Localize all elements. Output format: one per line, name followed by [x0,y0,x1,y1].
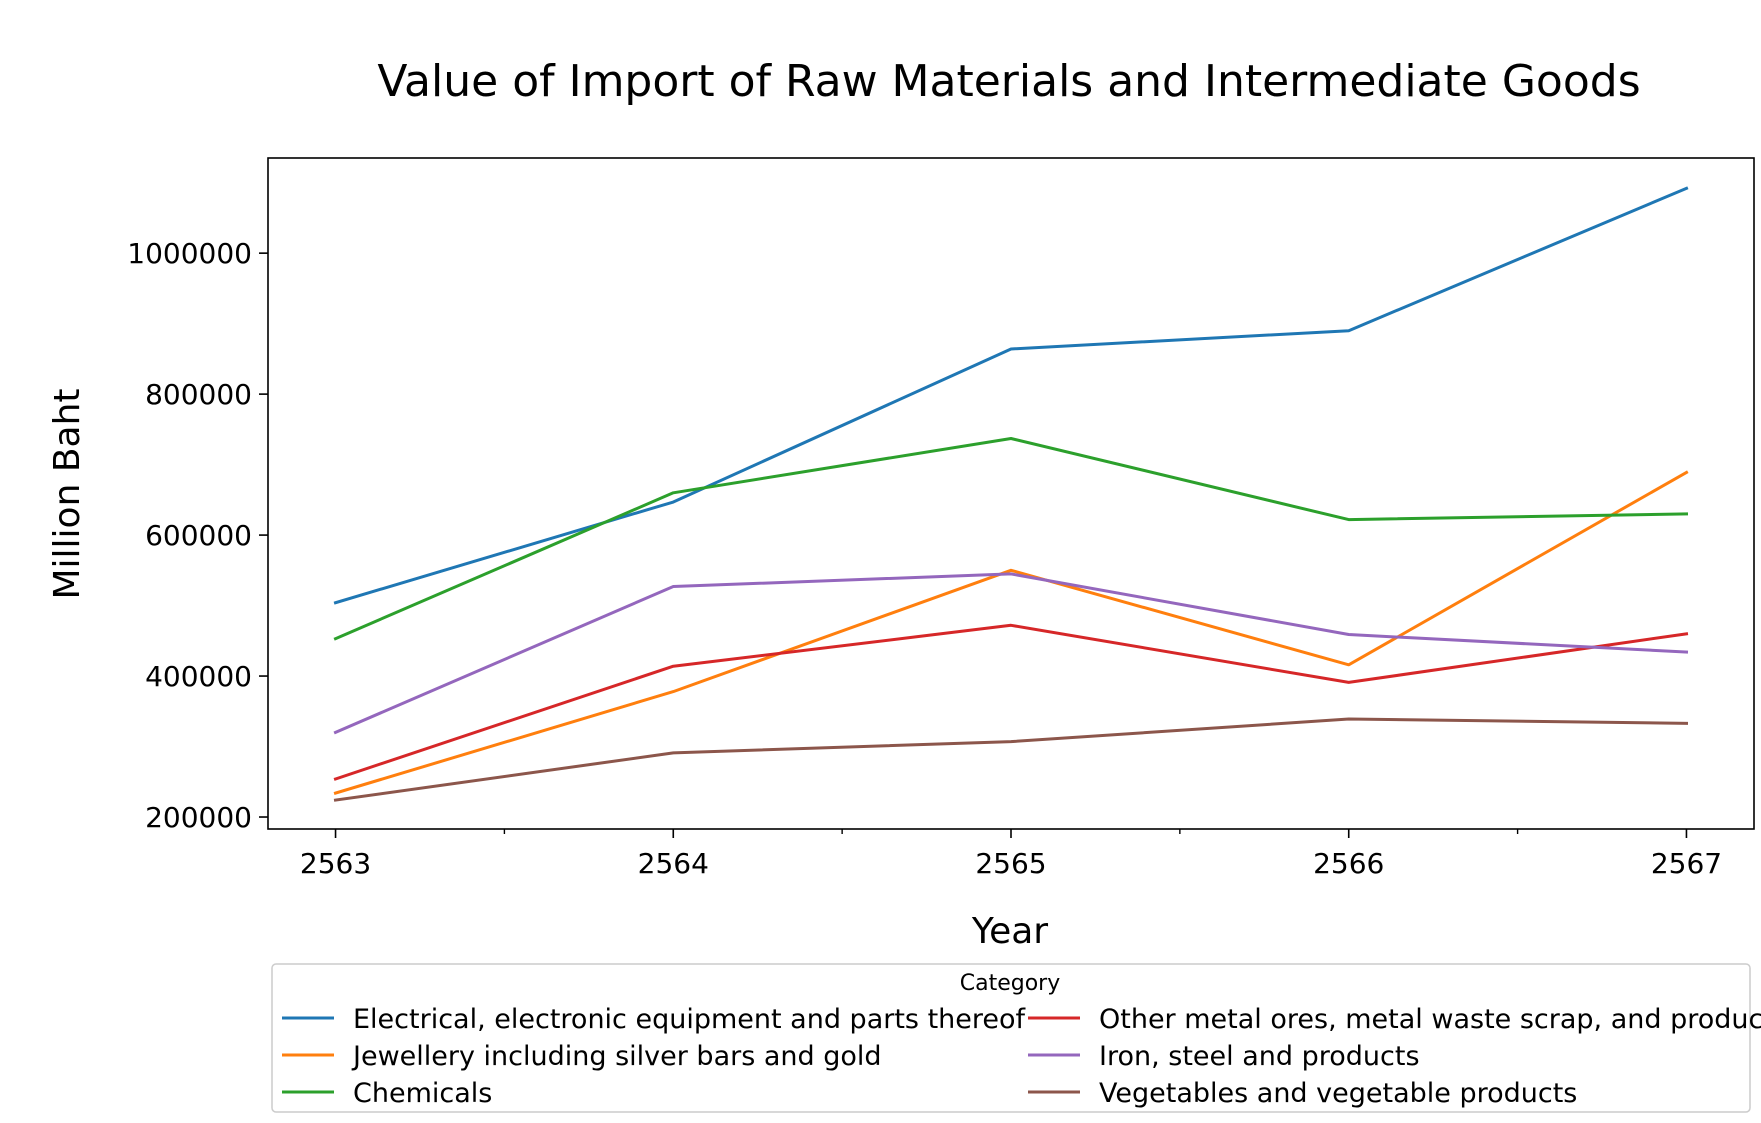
y-tick-label: 600000 [145,519,252,552]
series-line-0 [333,186,1689,605]
legend-title: Category [960,971,1061,996]
legend-label-0: Electrical, electronic equipment and par… [353,1004,1027,1035]
series-line-3 [333,623,1689,781]
series-line-4 [333,572,1689,735]
legend: Category Electrical, electronic equipmen… [271,963,1761,1113]
y-tick-label: 400000 [145,660,252,693]
legend-label-5: Vegetables and vegetable products [1099,1078,1577,1109]
x-tick-label: 2563 [300,847,371,880]
legend-label-2: Chemicals [353,1078,492,1109]
x-tick-label: 2565 [975,847,1046,880]
x-tick-label: 2564 [638,847,709,880]
series-line-5 [333,717,1689,802]
legend-label-1: Jewellery including silver bars and gold [351,1041,882,1072]
plot-area: 2563 2564 2565 2566 2567 200000 400000 600000 80… [127,157,1755,880]
x-tick-label: 2566 [1313,847,1384,880]
legend-label-3: Other metal ores, metal waste scrap, and… [1099,1004,1761,1035]
series-line-2 [333,437,1689,641]
series-line-1 [333,470,1689,795]
y-axis: 200000 400000 600000 800000 1000000 [127,237,268,834]
y-tick-label: 800000 [145,378,252,411]
y-axis-label: Million Baht [47,388,88,599]
y-tick-label: 200000 [145,801,252,834]
legend-label-4: Iron, steel and products [1099,1041,1420,1072]
legend-frame [271,963,1751,1113]
y-tick-label: 1000000 [127,237,252,270]
x-axis-label: Year [971,911,1048,952]
chart-title: Value of Import of Raw Materials and Int… [377,56,1640,107]
x-tick-label: 2567 [1651,847,1722,880]
x-axis: 2563 2564 2565 2566 2567 [300,829,1722,880]
